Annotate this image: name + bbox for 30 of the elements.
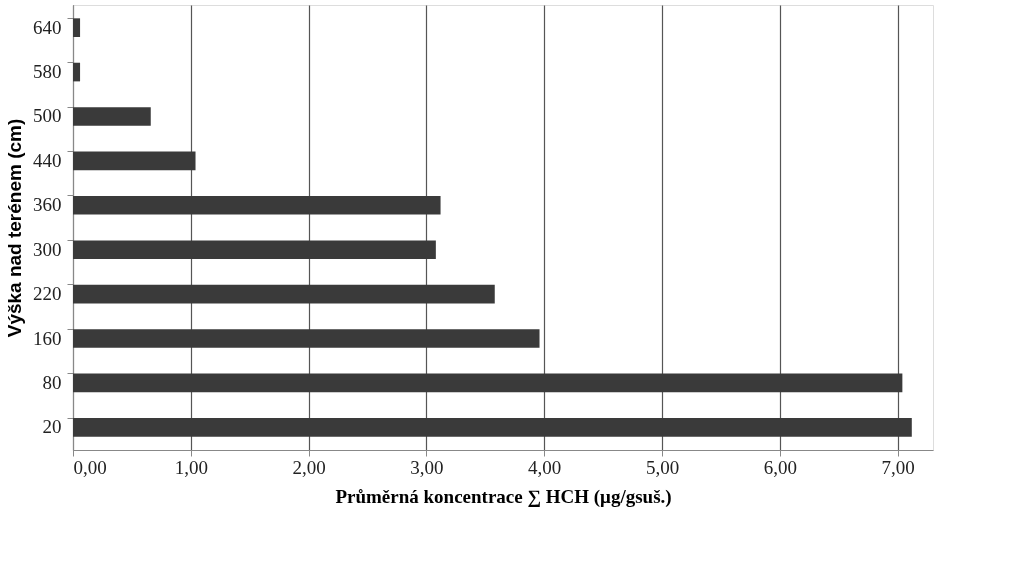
bar [73, 195, 441, 215]
y-tick-label: 300 [33, 238, 62, 260]
y-axis-title: Výška nad terénem (cm) [4, 118, 25, 338]
bar [73, 107, 151, 126]
y-tick-label: 360 [33, 194, 62, 216]
bar [73, 284, 495, 304]
y-tick-label: 500 [33, 105, 62, 127]
x-tick-label: 1,00 [174, 456, 208, 478]
x-axis-title: Průměrná koncentrace ∑ HCH (μg/gsuš.) [335, 485, 672, 508]
y-tick-label: 220 [33, 283, 62, 305]
x-tick-label: 0,00 [73, 456, 107, 478]
bar [73, 329, 540, 348]
x-tick-label: 6,00 [763, 456, 797, 478]
x-tick-label: 4,00 [528, 456, 562, 478]
y-tick-label: 580 [33, 61, 62, 83]
bar [73, 18, 81, 37]
bar [73, 62, 81, 82]
y-tick-label: 160 [33, 327, 62, 349]
bar [73, 373, 903, 393]
x-tick-label: 5,00 [645, 456, 680, 478]
x-tick-label: 2,00 [292, 456, 326, 478]
y-tick-label: 640 [33, 16, 62, 38]
y-tick-label: 440 [33, 149, 62, 171]
x-tick-label: 3,00 [410, 456, 444, 478]
bar [73, 240, 436, 260]
y-tick-label: 20 [42, 416, 62, 438]
bar [73, 151, 196, 171]
x-tick-label: 7,00 [881, 456, 915, 478]
bar [73, 418, 912, 437]
y-tick-label: 80 [42, 371, 62, 393]
